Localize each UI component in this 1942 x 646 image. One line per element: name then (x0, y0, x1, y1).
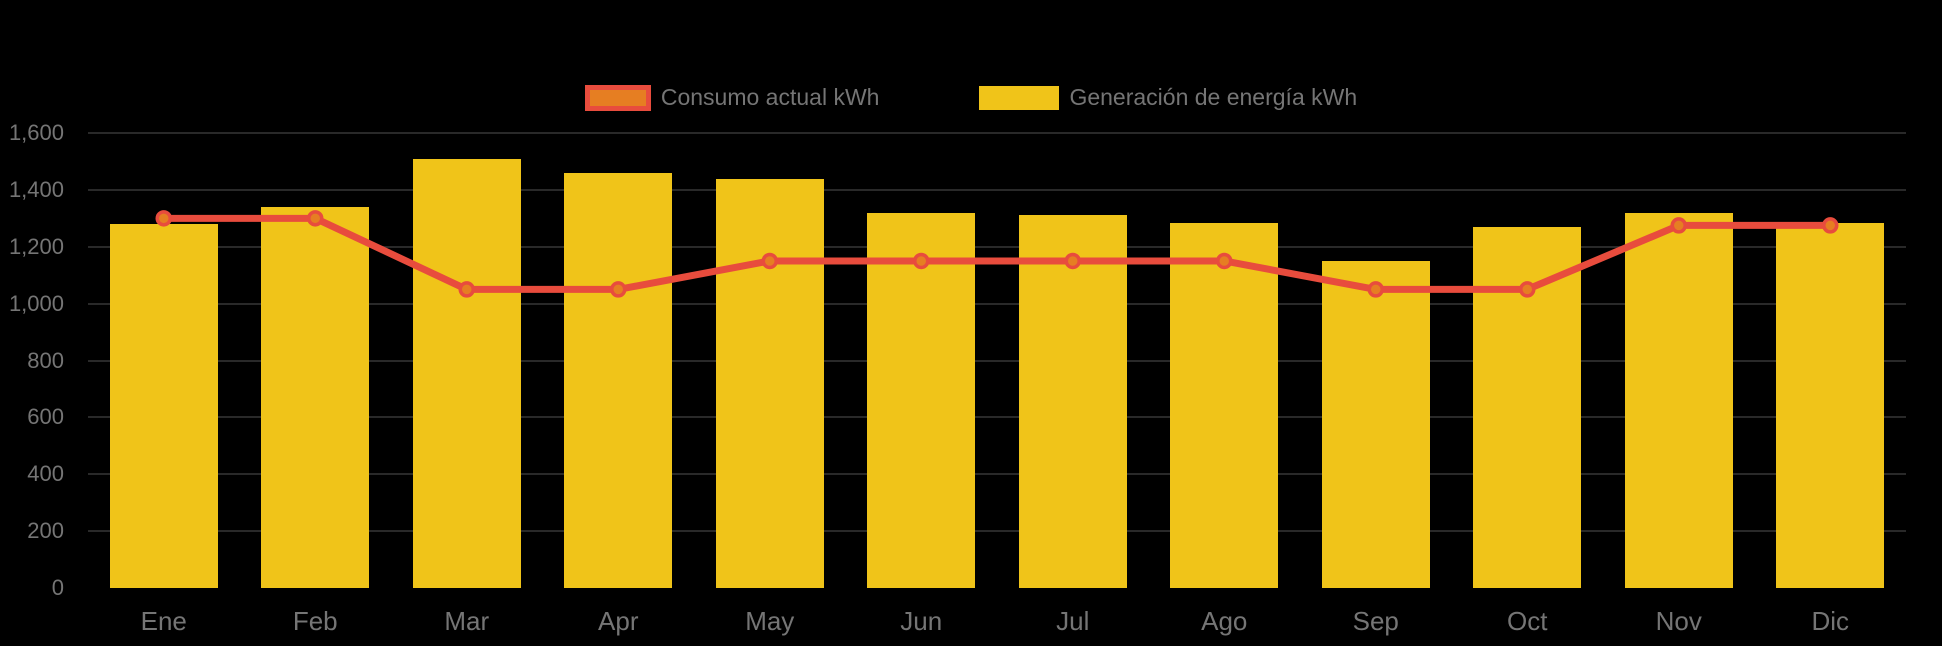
gridline-1400 (88, 188, 1906, 191)
consumption-point-nov[interactable] (1670, 217, 1687, 234)
gridline-1200 (88, 245, 1906, 248)
bar-series-swatch-icon (979, 85, 1060, 110)
gridline-800 (88, 359, 1906, 362)
x-tick-label-may: May (745, 606, 795, 636)
generation-bar-may[interactable] (715, 178, 824, 588)
legend-label-consumo: Consumo actual kWh (660, 84, 880, 110)
x-tick-label-mar: Mar (444, 606, 490, 636)
generation-bar-ene[interactable] (109, 224, 218, 588)
gridline-400 (88, 473, 1906, 476)
legend-label-generacion: Generación de energía kWh (1069, 84, 1358, 110)
x-tick-label-oct: Oct (1507, 606, 1548, 636)
y-tick-label-1400: 1,400 (8, 176, 64, 202)
y-tick-label-0: 0 (51, 575, 64, 600)
consumption-point-feb[interactable] (307, 210, 324, 227)
generation-bar-ago[interactable] (1170, 222, 1279, 588)
legend-item-generacion[interactable]: Generación de energía kWh (979, 84, 1357, 111)
y-tick-label-1000: 1,000 (8, 290, 64, 316)
consumption-point-ago[interactable] (1216, 252, 1233, 270)
gridline-1000 (88, 302, 1906, 305)
x-tick-label-ago: Ago (1201, 606, 1248, 636)
generation-bar-nov[interactable] (1624, 212, 1733, 588)
consumption-point-dic[interactable] (1822, 217, 1839, 234)
y-tick-label-400: 400 (27, 461, 64, 487)
consumption-point-apr[interactable] (610, 281, 627, 298)
generation-bar-mar[interactable] (412, 158, 521, 588)
generation-bar-sep[interactable] (1321, 260, 1430, 588)
generation-bar-feb[interactable] (261, 206, 370, 588)
legend-item-consumo[interactable]: Consumo actual kWh (584, 84, 880, 111)
x-tick-label-feb: Feb (292, 606, 338, 636)
consumption-point-sep[interactable] (1367, 281, 1384, 298)
consumption-point-ene[interactable] (155, 210, 172, 227)
y-tick-label-1600: 1,600 (8, 120, 64, 145)
gridline-200 (88, 530, 1906, 533)
consumption-point-oct[interactable] (1519, 281, 1536, 298)
generation-bar-jun[interactable] (867, 212, 976, 588)
x-tick-label-sep: Sep (1352, 606, 1399, 636)
y-tick-label-600: 600 (27, 404, 64, 430)
x-tick-label-dic: Dic (1811, 606, 1850, 636)
line-series-swatch-icon (584, 84, 651, 111)
consumption-point-mar[interactable] (458, 281, 475, 298)
y-tick-label-800: 800 (27, 347, 64, 373)
generation-bar-dic[interactable] (1776, 222, 1885, 588)
y-tick-label-1200: 1,200 (8, 233, 64, 259)
x-tick-label-jul: Jul (1056, 606, 1090, 636)
consumption-point-jun[interactable] (913, 252, 930, 270)
x-tick-label-jun: Jun (900, 606, 943, 636)
generation-bar-apr[interactable] (564, 172, 673, 588)
consumption-line (160, 214, 1834, 293)
gridline-600 (88, 416, 1906, 419)
x-tick-label-nov: Nov (1655, 606, 1702, 636)
consumption-point-may[interactable] (761, 252, 778, 270)
x-tick-label-ene: Ene (140, 606, 187, 636)
gridline-1600 (88, 132, 1906, 134)
x-tick-label-apr: Apr (598, 606, 639, 636)
chart-legend: Consumo actual kWh Generación de energía… (0, 84, 1942, 111)
y-tick-label-200: 200 (27, 518, 64, 544)
consumption-point-jul[interactable] (1064, 252, 1081, 270)
generation-bar-jul[interactable] (1018, 215, 1127, 588)
